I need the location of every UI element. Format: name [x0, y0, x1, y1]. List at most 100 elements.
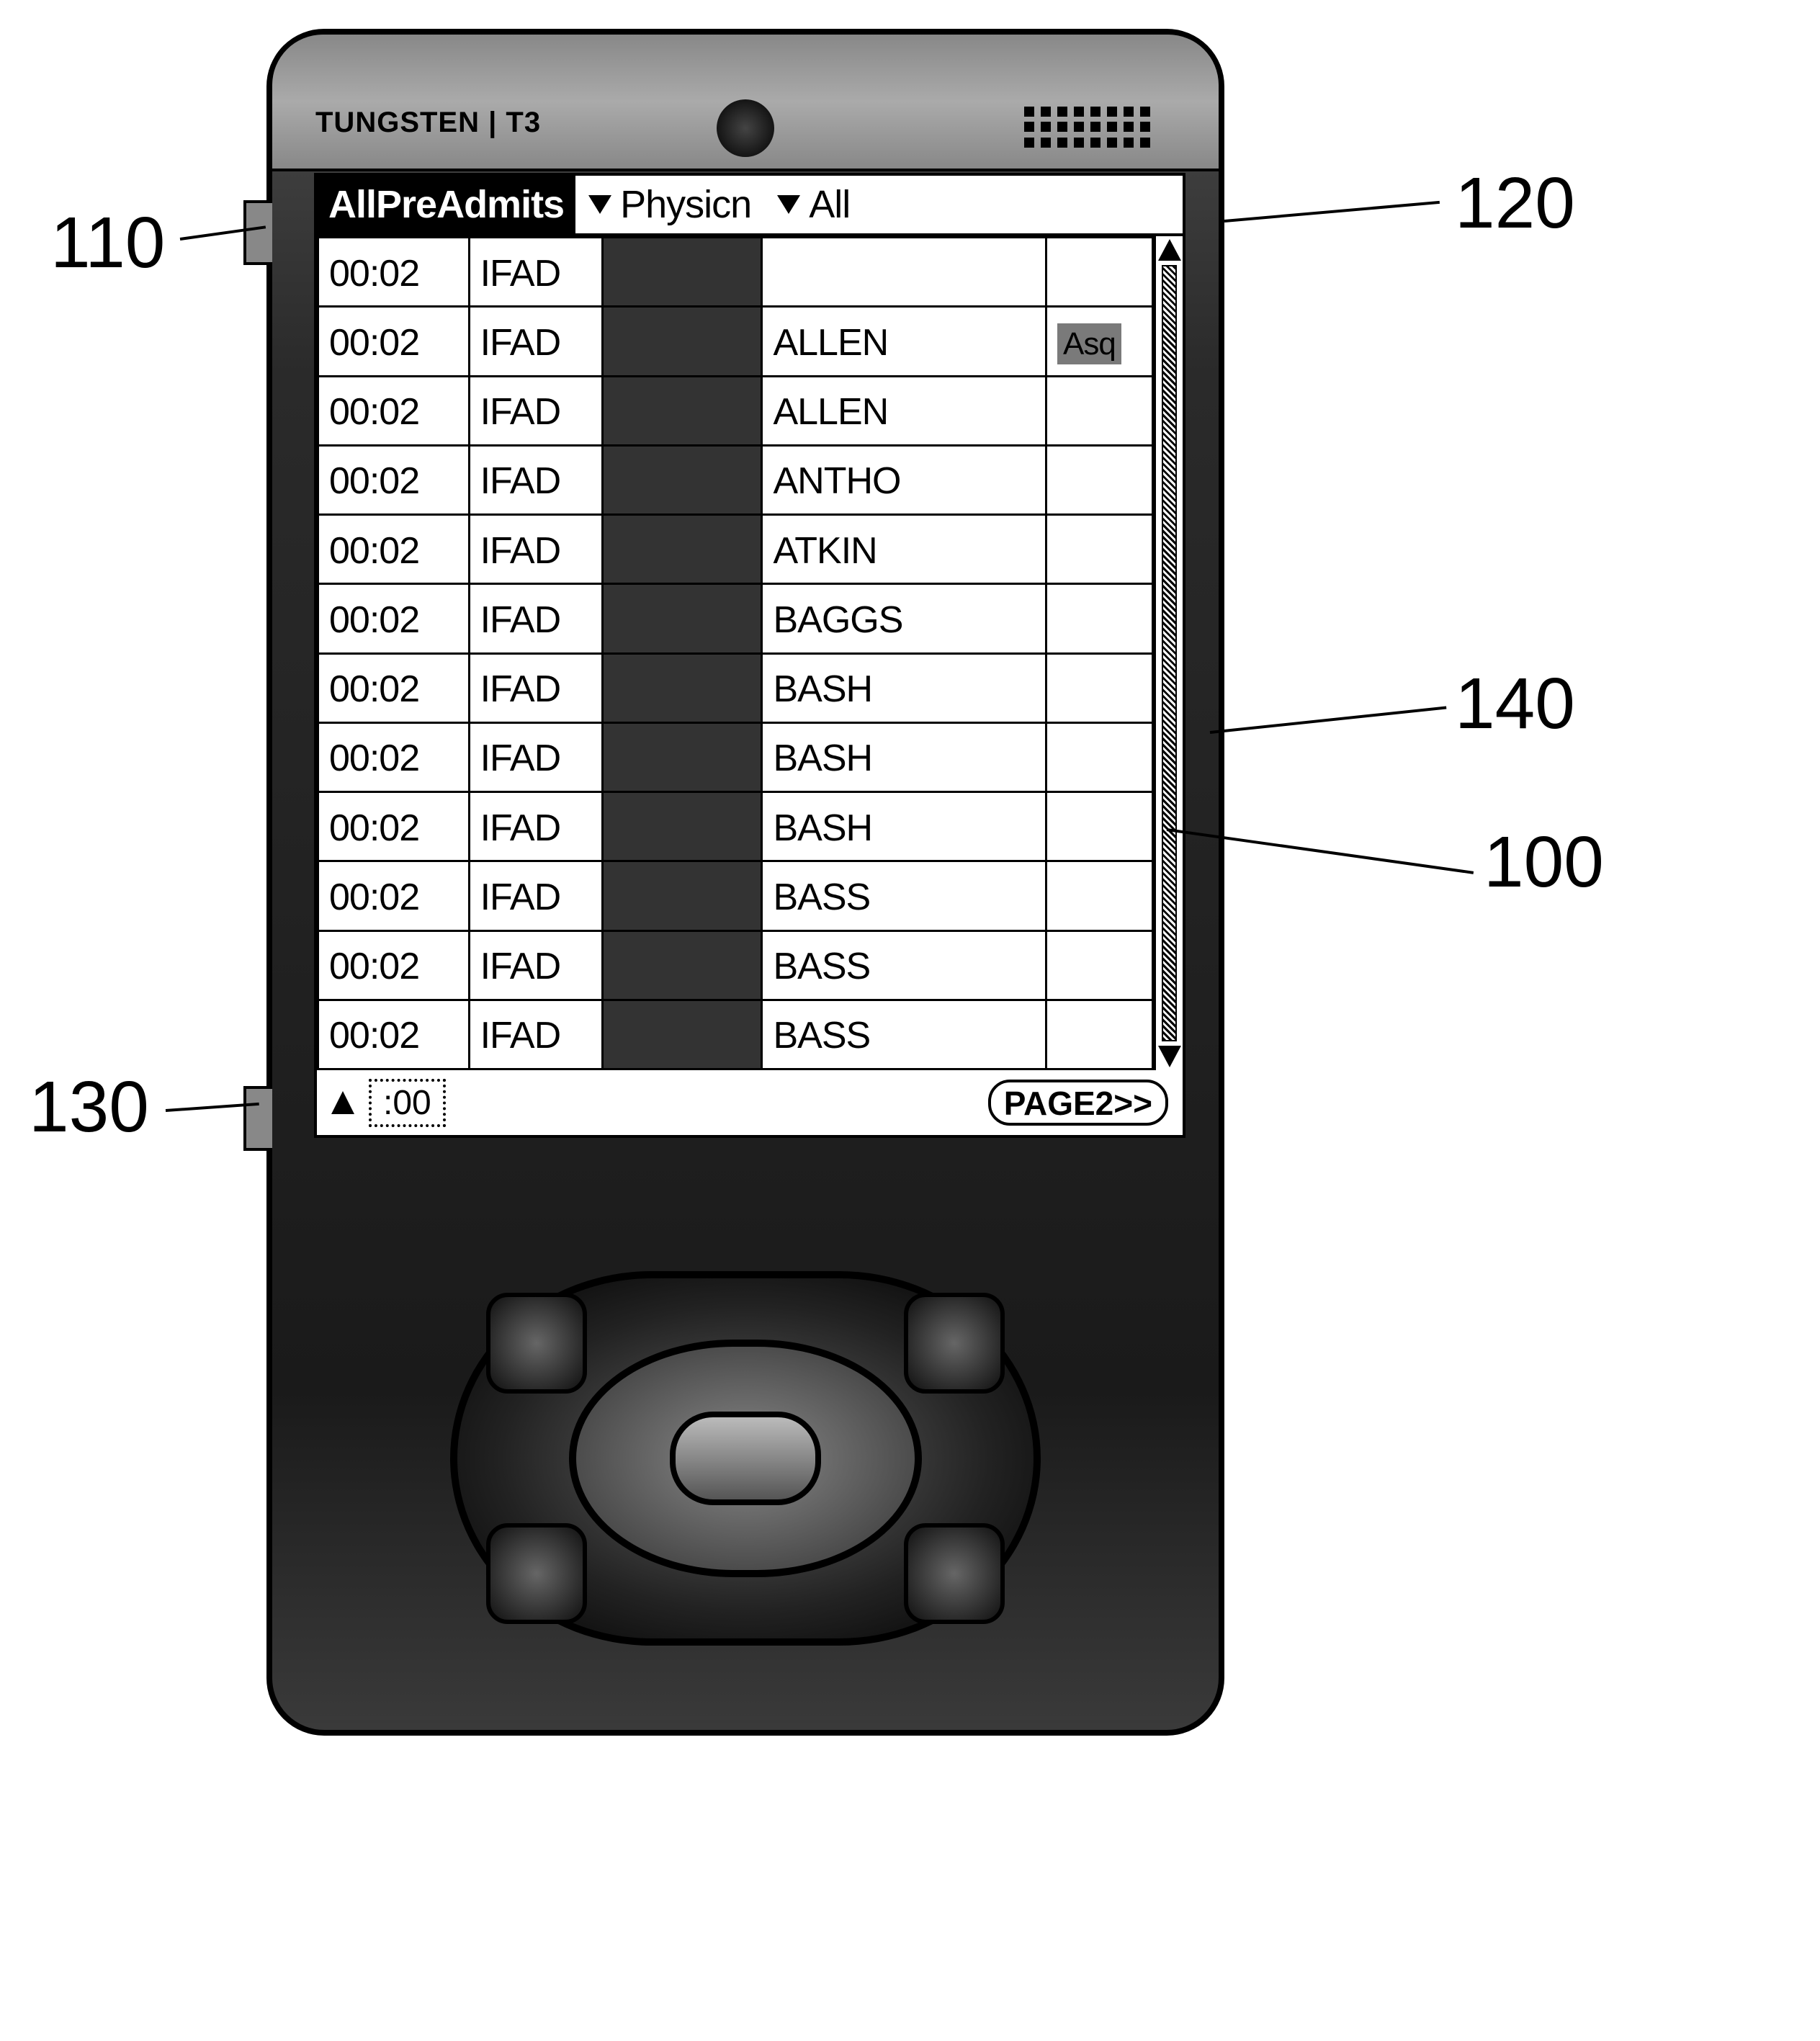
cell-code: IFAD	[469, 930, 602, 1000]
cell-time: 00:02	[318, 792, 470, 861]
cell-name: ATKIN	[762, 515, 1046, 584]
cell-time: 00:02	[318, 445, 470, 514]
cell-time: 00:02	[318, 238, 470, 307]
patient-table: 00:02IFAD00:02IFADALLENAsq00:02IFADALLEN…	[317, 236, 1154, 1070]
screen-header: AllPreAdmits Physicn All	[317, 176, 1183, 236]
cell-tag	[1046, 584, 1153, 653]
footer-time-field[interactable]: :00	[369, 1079, 446, 1127]
filter-dropdown[interactable]: All	[764, 176, 863, 233]
dpad-outer	[450, 1271, 1041, 1646]
cell-code: IFAD	[469, 307, 602, 376]
cell-tag	[1046, 376, 1153, 445]
physician-dropdown-label: Physicn	[620, 182, 751, 227]
cell-mid	[602, 930, 762, 1000]
table-row[interactable]: 00:02IFAD ANTHO	[318, 445, 1153, 514]
table-row[interactable]: 00:02IFADBASS	[318, 1000, 1153, 1069]
speaker-grille	[1024, 107, 1154, 150]
cell-tag	[1046, 238, 1153, 307]
cell-mid	[602, 1000, 762, 1069]
hw-button-bottom-right[interactable]	[904, 1523, 1005, 1624]
screen: AllPreAdmits Physicn All 00:02IFAD00:02I…	[314, 173, 1185, 1138]
scroll-up-icon[interactable]	[1158, 239, 1181, 261]
cell-code: IFAD	[469, 792, 602, 861]
pda-device: TUNGSTEN | T3 AllPreAdmits Physicn All	[266, 29, 1224, 1736]
annotation-120: 120	[1455, 162, 1575, 245]
scrollbar-track[interactable]	[1162, 265, 1177, 1041]
cell-code: IFAD	[469, 653, 602, 722]
cell-code: IFAD	[469, 238, 602, 307]
cell-name: BASH	[762, 792, 1046, 861]
table-row[interactable]: 00:02IFAD ALLEN Asq	[318, 307, 1153, 376]
cell-tag	[1046, 1000, 1153, 1069]
cell-mid	[602, 307, 762, 376]
cell-tag: Asq	[1046, 307, 1153, 376]
cell-time: 00:02	[318, 722, 470, 791]
cell-name: ALLEN	[762, 307, 1046, 376]
table-row[interactable]: 00:02IFAD	[318, 238, 1153, 307]
cell-time: 00:02	[318, 515, 470, 584]
cell-name	[762, 238, 1046, 307]
device-top-bezel: TUNGSTEN | T3	[272, 35, 1219, 171]
cell-name: BAGGS	[762, 584, 1046, 653]
cell-tag	[1046, 515, 1153, 584]
cell-code: IFAD	[469, 376, 602, 445]
annotation-130: 130	[29, 1066, 149, 1149]
hw-button-bottom-left[interactable]	[486, 1523, 587, 1624]
cell-name: BASS	[762, 861, 1046, 930]
cell-mid	[602, 861, 762, 930]
cell-time: 00:02	[318, 930, 470, 1000]
dpad-center-button[interactable]	[670, 1412, 821, 1505]
hw-button-top-left[interactable]	[486, 1293, 587, 1394]
device-side-button-upper[interactable]	[243, 200, 272, 265]
cell-tag	[1046, 722, 1153, 791]
device-brand: TUNGSTEN | T3	[315, 107, 541, 139]
table-row[interactable]: 00:02IFAD BAGGS	[318, 584, 1153, 653]
palm-logo-icon	[717, 99, 774, 157]
cell-mid	[602, 238, 762, 307]
annotation-lead	[1224, 201, 1440, 223]
cell-time: 00:02	[318, 861, 470, 930]
table-row[interactable]: 00:02IFADBASH	[318, 722, 1153, 791]
cell-code: IFAD	[469, 445, 602, 514]
chevron-down-icon	[777, 195, 800, 214]
cell-code: IFAD	[469, 515, 602, 584]
table-row[interactable]: 00:02IFADBASH	[318, 653, 1153, 722]
cell-time: 00:02	[318, 1000, 470, 1069]
cell-tag	[1046, 930, 1153, 1000]
table-row[interactable]: 00:02IFAD ATKIN	[318, 515, 1153, 584]
cell-mid	[602, 584, 762, 653]
cell-name: ANTHO	[762, 445, 1046, 514]
next-page-button[interactable]: PAGE2>>	[988, 1080, 1168, 1126]
cell-mid	[602, 653, 762, 722]
device-side-button-lower[interactable]	[243, 1086, 272, 1151]
table-row[interactable]: 00:02IFAD BASH	[318, 792, 1153, 861]
active-tab[interactable]: AllPreAdmits	[317, 176, 575, 233]
cell-time: 00:02	[318, 584, 470, 653]
annotation-lead	[1210, 706, 1447, 734]
cell-name: BASS	[762, 1000, 1046, 1069]
cell-time: 00:02	[318, 376, 470, 445]
hw-button-top-right[interactable]	[904, 1293, 1005, 1394]
table-row[interactable]: 00:02IFADBASS	[318, 861, 1153, 930]
scroll-down-icon[interactable]	[1158, 1046, 1181, 1067]
dpad-inner[interactable]	[569, 1340, 922, 1577]
cell-name: BASS	[762, 930, 1046, 1000]
cell-tag	[1046, 445, 1153, 514]
physician-dropdown[interactable]: Physicn	[575, 176, 764, 233]
sort-up-icon[interactable]	[331, 1091, 354, 1114]
table-row[interactable]: 00:02IFADALLEN	[318, 376, 1153, 445]
cell-mid	[602, 792, 762, 861]
cell-mid	[602, 445, 762, 514]
filter-dropdown-label: All	[809, 182, 850, 227]
table-area: 00:02IFAD00:02IFADALLENAsq00:02IFADALLEN…	[317, 236, 1183, 1070]
cell-mid	[602, 376, 762, 445]
hardware-button-area	[272, 1187, 1219, 1730]
cell-time: 00:02	[318, 307, 470, 376]
table-row[interactable]: 00:02IFAD BASS	[318, 930, 1153, 1000]
cell-tag	[1046, 861, 1153, 930]
cell-code: IFAD	[469, 584, 602, 653]
chevron-down-icon	[588, 195, 611, 214]
tag-badge: Asq	[1057, 323, 1121, 364]
vertical-scrollbar[interactable]	[1154, 236, 1183, 1070]
cell-tag	[1046, 792, 1153, 861]
